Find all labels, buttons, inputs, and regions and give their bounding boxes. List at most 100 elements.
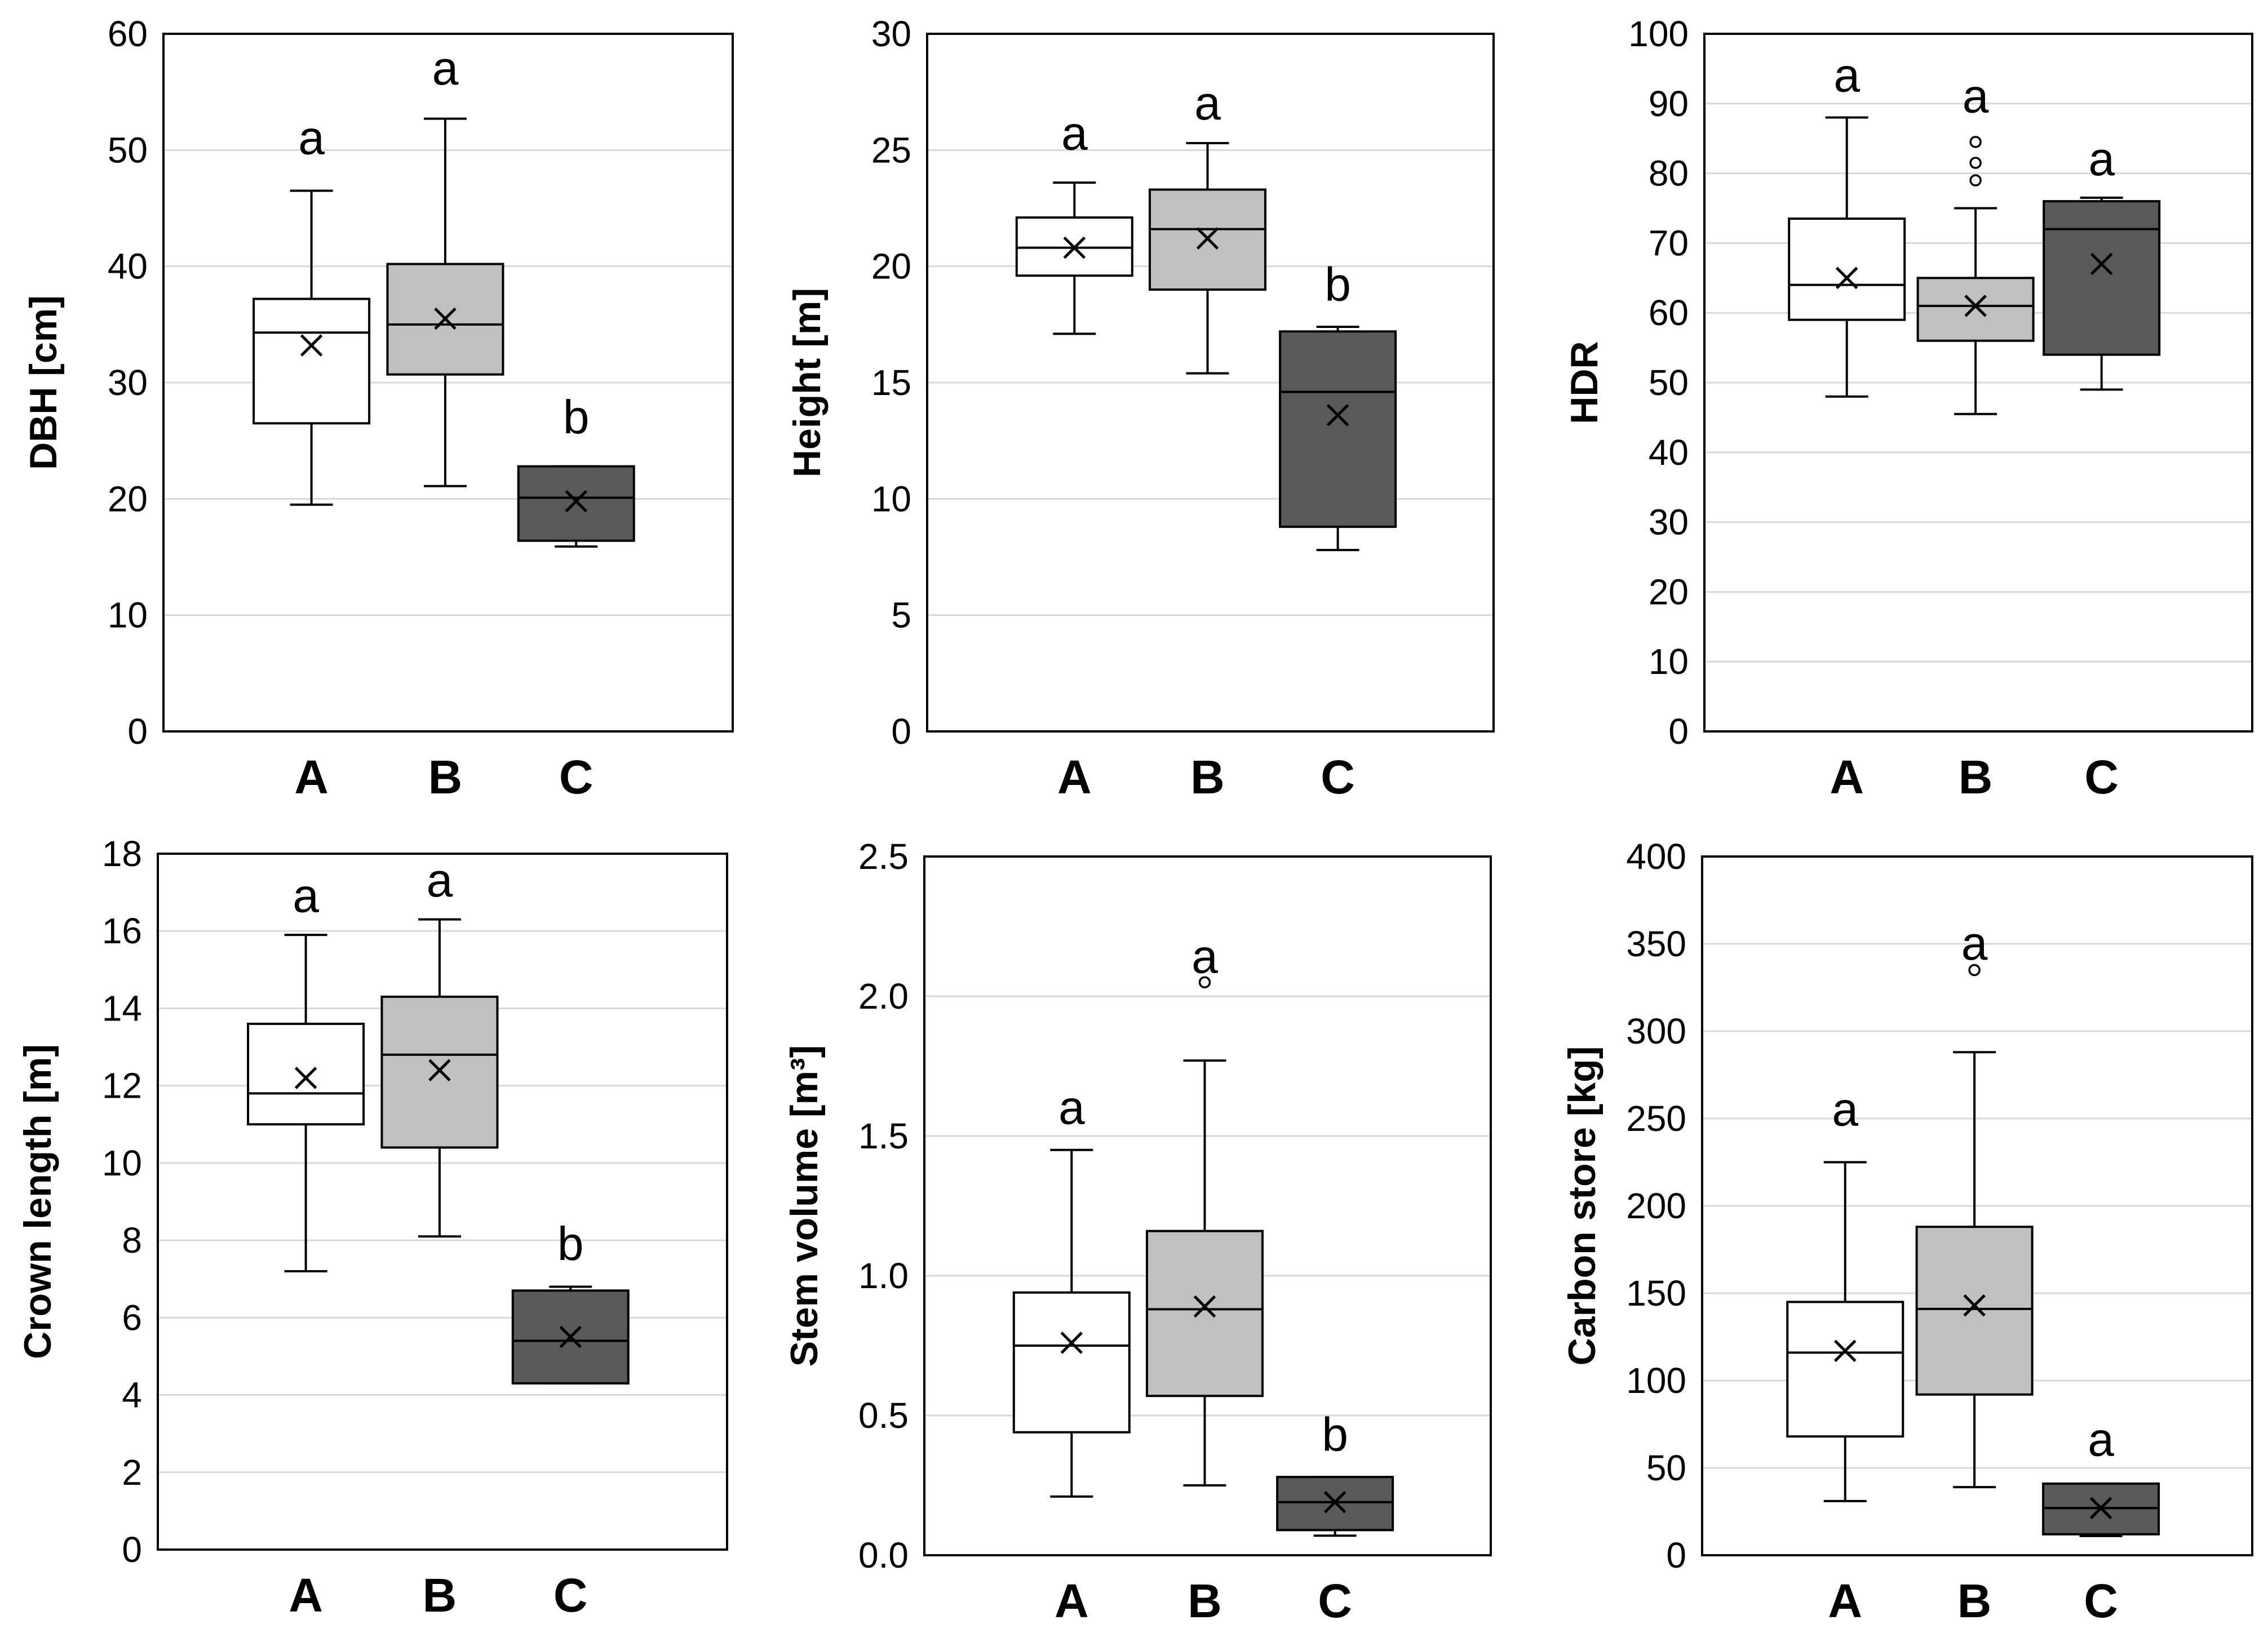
box-B: a: [380, 854, 499, 1238]
y-tick-label: 1.5: [858, 1116, 909, 1156]
x-category-label: C: [559, 751, 593, 804]
y-axis-label: DBH [cm]: [22, 295, 65, 470]
box-C: b: [517, 390, 635, 548]
y-tick-label: 8: [122, 1220, 142, 1261]
y-tick-label: 100: [1628, 14, 1689, 54]
y-axis-label: HDR: [1563, 341, 1606, 424]
y-tick-label: 10: [871, 478, 911, 519]
y-tick-label: 200: [1626, 1186, 1686, 1226]
y-tick-label: 0: [891, 711, 911, 752]
mean-marker: [1063, 236, 1086, 259]
y-tick-label: 60: [108, 14, 148, 54]
significance-letter: a: [1058, 1081, 1085, 1134]
box-body: [1145, 1230, 1264, 1397]
box-B: a: [386, 42, 504, 487]
significance-letter: a: [1191, 930, 1218, 983]
mean-marker: [2089, 1497, 2112, 1520]
x-category-label: B: [1957, 1574, 1992, 1627]
significance-letter: a: [1961, 917, 1988, 970]
mean-marker: [1193, 1295, 1216, 1318]
box-body: [511, 1289, 630, 1384]
x-category-label: B: [1959, 751, 1993, 804]
box-body: [1012, 1291, 1131, 1434]
significance-letter: b: [557, 1217, 584, 1270]
x-category-label: A: [1055, 1574, 1089, 1627]
box-body: [517, 465, 635, 542]
y-tick-label: 250: [1626, 1098, 1686, 1139]
mean-marker: [294, 1067, 317, 1089]
chart-panel-6: 0 50 100 150 200 250 300 350 400 Carbon store [kg…: [1561, 836, 2253, 1627]
outlier-point: [1198, 976, 1211, 988]
box-B: a: [1148, 77, 1266, 375]
box-B: a: [1915, 917, 2034, 1489]
box-A: a: [1015, 106, 1133, 335]
mean-marker: [1323, 1490, 1346, 1514]
y-tick-label: 12: [102, 1066, 142, 1106]
box-C: b: [1276, 1408, 1394, 1537]
outlier-point: [1969, 157, 1982, 169]
x-category-label: C: [553, 1569, 588, 1622]
plot-frame: [926, 33, 1495, 733]
outlier-point: [1968, 964, 1981, 977]
mean-marker: [2090, 252, 2113, 276]
box-A: a: [1012, 1081, 1131, 1498]
y-tick-label: 6: [122, 1297, 142, 1338]
box-A: a: [1786, 1083, 1904, 1502]
significance-letter: b: [1325, 258, 1351, 311]
y-tick-label: 0: [1668, 711, 1689, 752]
y-tick-label: 50: [1649, 362, 1689, 403]
mean-marker: [1964, 295, 1987, 317]
y-tick-label: 100: [1626, 1360, 1686, 1401]
y-tick-label: 20: [871, 246, 911, 287]
significance-letter: a: [293, 869, 319, 922]
y-axis-label: Crown length [m]: [16, 1044, 59, 1359]
y-tick-label: 40: [1649, 432, 1689, 473]
y-tick-label: 30: [108, 362, 148, 403]
x-category-label: C: [2084, 1574, 2118, 1627]
y-tick-label: 30: [871, 14, 911, 54]
box-body: [253, 298, 371, 425]
y-tick-label: 10: [1649, 641, 1689, 682]
plot-frame: [1701, 855, 2253, 1556]
y-axis-label: Height [m]: [786, 288, 829, 477]
y-tick-label: 20: [108, 478, 148, 519]
mean-marker: [428, 1059, 451, 1081]
box-body: [1788, 218, 1906, 321]
significance-letter: b: [1322, 1408, 1348, 1461]
box-body: [2043, 200, 2161, 356]
x-category-label: C: [1321, 751, 1355, 804]
chart-panel-1: 0 10 20 30 40 50 60 DBH [cm] A B Ca a b: [22, 14, 734, 804]
y-tick-label: 50: [1646, 1448, 1686, 1488]
significance-letter: a: [1194, 77, 1221, 130]
y-tick-label: 60: [1649, 292, 1689, 333]
box-C: b: [1279, 258, 1397, 552]
box-A: a: [1788, 48, 1906, 398]
significance-letter: a: [1832, 1083, 1858, 1136]
box-C: a: [2042, 1413, 2160, 1537]
significance-letter: a: [427, 854, 453, 907]
x-category-label: A: [294, 751, 329, 804]
box-body: [1015, 216, 1133, 277]
y-tick-label: 2: [122, 1452, 142, 1493]
mean-marker: [1326, 404, 1349, 427]
significance-letter: a: [2088, 132, 2115, 185]
significance-letter: a: [1061, 106, 1088, 159]
y-tick-label: 10: [102, 1143, 142, 1183]
box-C: b: [511, 1217, 630, 1384]
chart-panel-4: 0 2 4 6 8 10 12 14 16 18 Crown length [m] A B Ca a b: [16, 833, 728, 1622]
x-category-label: A: [289, 1569, 323, 1622]
box-body: [1786, 1301, 1904, 1438]
significance-letter: b: [563, 390, 590, 443]
x-category-label: B: [423, 1569, 457, 1622]
mean-marker: [1963, 1294, 1986, 1317]
box-body: [1916, 277, 2035, 342]
y-tick-label: 1.0: [858, 1255, 909, 1296]
box-B: a: [1916, 69, 2035, 415]
y-tick-label: 0.0: [858, 1535, 909, 1576]
y-axis-label: Carbon store [kg]: [1561, 1046, 1603, 1366]
y-tick-label: 14: [102, 988, 142, 1028]
box-body: [1915, 1226, 2034, 1396]
y-tick-label: 0: [127, 711, 148, 752]
plot-frame: [157, 853, 728, 1551]
